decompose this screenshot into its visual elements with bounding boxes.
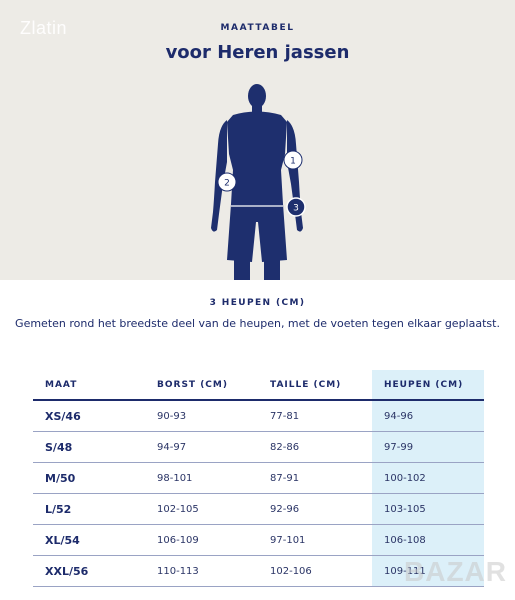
body-silhouette — [211, 84, 303, 280]
cell-maat: M/50 — [33, 462, 145, 494]
cell-borst: 90-93 — [145, 400, 258, 432]
cell-heupen: 106-108 — [372, 524, 484, 556]
table-row: XXL/56 110-113 102-106 109-111 — [33, 555, 484, 587]
cell-borst: 106-109 — [145, 524, 258, 556]
page-title: voor Heren jassen — [165, 42, 350, 63]
cell-borst: 98-101 — [145, 462, 258, 494]
cell-taille: 87-91 — [258, 462, 372, 494]
marker-3-icon: 3 — [286, 197, 306, 217]
cell-taille: 92-96 — [258, 493, 372, 525]
watermark-bazar: BAZAR — [404, 556, 507, 587]
marker-2-icon: 2 — [217, 172, 237, 192]
cell-heupen: 103-105 — [372, 493, 484, 525]
cell-heupen: 109-111 — [372, 555, 484, 587]
cell-taille: 102-106 — [258, 555, 372, 587]
hero-banner: Zlatin MAATTABEL voor Heren jassen 1 — [0, 0, 515, 280]
cell-borst: 110-113 — [145, 555, 258, 587]
cell-maat: XL/54 — [33, 524, 145, 556]
table-header-row: MAAT BORST (CM) TAILLE (CM) HEUPEN (CM) — [33, 370, 484, 401]
cell-taille: 77-81 — [258, 400, 372, 432]
eyebrow-label: MAATTABEL — [220, 23, 295, 33]
cell-maat: S/48 — [33, 431, 145, 463]
marker-1-icon: 1 — [283, 150, 303, 170]
cell-taille: 97-101 — [258, 524, 372, 556]
column-header-borst: BORST (CM) — [145, 370, 258, 401]
body-figure-illustration: 1 2 3 — [211, 84, 306, 280]
table-row: L/52 102-105 92-96 103-105 — [33, 493, 484, 525]
column-header-heupen: HEUPEN (CM) — [372, 370, 484, 401]
table-row: S/48 94-97 82-86 97-99 — [33, 431, 484, 463]
cell-borst: 102-105 — [145, 493, 258, 525]
cell-heupen: 94-96 — [372, 400, 484, 432]
section-title: 3 HEUPEN (CM) — [209, 298, 306, 308]
size-table: MAAT BORST (CM) TAILLE (CM) HEUPEN (CM) … — [33, 370, 484, 587]
table-row: XL/54 106-109 97-101 106-108 — [33, 524, 484, 556]
svg-text:1: 1 — [290, 157, 296, 167]
cell-borst: 94-97 — [145, 431, 258, 463]
table-row: M/50 98-101 87-91 100-102 — [33, 462, 484, 494]
cell-maat: L/52 — [33, 493, 145, 525]
svg-text:3: 3 — [293, 204, 299, 214]
table-row: XS/46 90-93 77-81 94-96 — [33, 400, 484, 432]
column-header-maat: MAAT — [33, 370, 145, 401]
column-header-taille: TAILLE (CM) — [258, 370, 372, 401]
cell-maat: XXL/56 — [33, 555, 145, 587]
watermark-logo: Zlatin — [20, 18, 68, 38]
section-description: Gemeten rond het breedste deel van de he… — [15, 317, 500, 330]
cell-taille: 82-86 — [258, 431, 372, 463]
cell-maat: XS/46 — [33, 400, 145, 432]
cell-heupen: 97-99 — [372, 431, 484, 463]
svg-text:2: 2 — [224, 179, 230, 189]
cell-heupen: 100-102 — [372, 462, 484, 494]
